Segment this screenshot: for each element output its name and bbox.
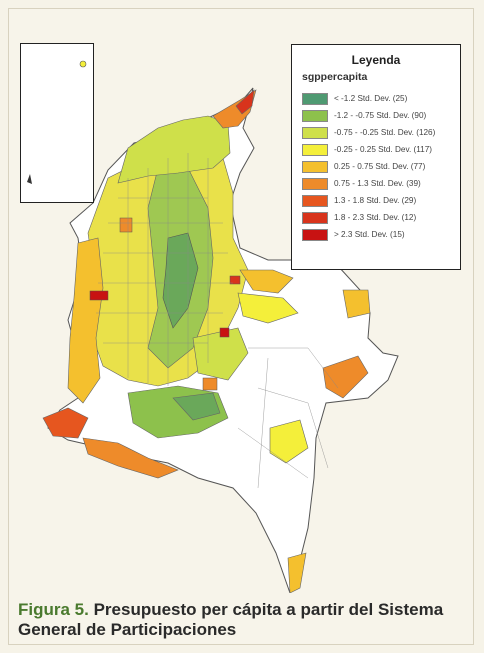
meta <box>192 327 249 381</box>
narino-coast <box>42 407 89 439</box>
legend-swatch <box>302 194 328 207</box>
legend-label: 1.3 - 1.8 Std. Dev. (29) <box>334 196 417 205</box>
municipal-borders <box>96 153 339 489</box>
casanare <box>237 292 299 324</box>
caribbean-region <box>117 115 231 184</box>
legend-entry: 1.3 - 1.8 Std. Dev. (29) <box>302 192 450 209</box>
vichada-patch <box>342 289 371 319</box>
pacific-coast <box>67 237 104 404</box>
legend-swatch <box>302 143 328 156</box>
legend-entry: < -1.2 Std. Dev. (25) <box>302 90 450 107</box>
legend-subtitle: sgppercapita <box>302 71 368 83</box>
map-area: Leyenda sgppercapita < -1.2 Std. Dev. (2… <box>8 8 474 593</box>
legend-label: > 2.3 Std. Dev. (15) <box>334 230 405 239</box>
legend-entries: < -1.2 Std. Dev. (25) -1.2 - -0.75 Std. D… <box>302 90 450 243</box>
green-south-patch <box>172 392 221 421</box>
legend-swatch <box>302 92 328 105</box>
san-andres-inset <box>20 43 94 203</box>
figure-caption-text: Presupuesto per cápita a partir del Sist… <box>18 600 444 639</box>
amazonas-tip <box>287 552 307 593</box>
legend-label: 0.75 - 1.3 Std. Dev. (39) <box>334 179 421 188</box>
legend-title: Leyenda <box>351 53 401 67</box>
colombia-map <box>42 87 399 593</box>
arauca <box>239 269 294 294</box>
legend-swatch <box>302 228 328 241</box>
putumayo <box>82 437 179 479</box>
legend-swatch <box>302 177 328 190</box>
red-municipality <box>229 275 241 285</box>
legend-label: -1.2 - -0.75 Std. Dev. (90) <box>334 111 427 120</box>
legend-entry: 0.75 - 1.3 Std. Dev. (39) <box>302 175 450 192</box>
legend-label: < -1.2 Std. Dev. (25) <box>334 94 408 103</box>
legend-swatch <box>302 211 328 224</box>
legend-swatch <box>302 160 328 173</box>
legend-swatch <box>302 109 328 122</box>
legend-label: -0.75 - -0.25 Std. Dev. (126) <box>334 128 436 137</box>
orange-municipality <box>119 217 133 233</box>
map-legend: Leyenda sgppercapita < -1.2 Std. Dev. (2… <box>291 44 461 270</box>
inset-islands <box>27 60 87 184</box>
figure-caption: Figura 5. Presupuesto per cápita a parti… <box>8 600 474 640</box>
legend-entry: 1.8 - 2.3 Std. Dev. (12) <box>302 209 450 226</box>
figure-label: Figura 5. <box>18 600 89 619</box>
andean-dark-core <box>162 232 199 329</box>
legend-entry: > 2.3 Std. Dev. (15) <box>302 226 450 243</box>
legend-entry: 0.25 - 0.75 Std. Dev. (77) <box>302 158 450 175</box>
legend-label: 1.8 - 2.3 Std. Dev. (12) <box>334 213 417 222</box>
legend-entry: -1.2 - -0.75 Std. Dev. (90) <box>302 107 450 124</box>
legend-entry: -0.75 - -0.25 Std. Dev. (126) <box>302 124 450 141</box>
legend-label: 0.25 - 0.75 Std. Dev. (77) <box>334 162 426 171</box>
legend-entry: -0.25 - 0.25 Std. Dev. (117) <box>302 141 450 158</box>
guainia-patch <box>322 355 369 399</box>
red-municipality <box>219 327 230 338</box>
guajira-tip <box>235 89 255 115</box>
vaupes-patch <box>269 419 309 464</box>
orange-municipality <box>202 377 218 391</box>
red-municipality <box>89 290 109 301</box>
legend-label: -0.25 - 0.25 Std. Dev. (117) <box>334 145 432 154</box>
legend-swatch <box>302 126 328 139</box>
